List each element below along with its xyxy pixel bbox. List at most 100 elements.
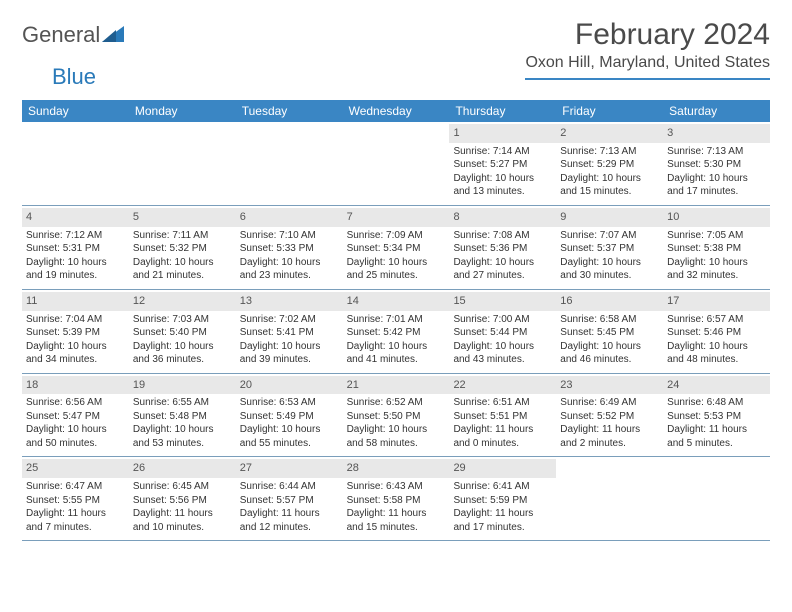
week-row: 1Sunrise: 7:14 AMSunset: 5:27 PMDaylight… — [22, 122, 770, 206]
day-daylight2: and 5 minutes. — [667, 437, 766, 451]
day-number: 27 — [236, 459, 343, 478]
day-sunrise: Sunrise: 7:01 AM — [347, 313, 446, 327]
day-daylight2: and 27 minutes. — [453, 269, 552, 283]
day-header-row: SundayMondayTuesdayWednesdayThursdayFrid… — [22, 100, 770, 122]
day-sunrise: Sunrise: 7:07 AM — [560, 229, 659, 243]
day-daylight1: Daylight: 10 hours — [453, 256, 552, 270]
day-sunset: Sunset: 5:45 PM — [560, 326, 659, 340]
day-daylight1: Daylight: 10 hours — [560, 172, 659, 186]
day-daylight1: Daylight: 10 hours — [26, 340, 125, 354]
day-cell: 12Sunrise: 7:03 AMSunset: 5:40 PMDayligh… — [129, 290, 236, 373]
day-sunset: Sunset: 5:50 PM — [347, 410, 446, 424]
day-sunset: Sunset: 5:30 PM — [667, 158, 766, 172]
day-number: 29 — [449, 459, 556, 478]
day-daylight1: Daylight: 10 hours — [667, 256, 766, 270]
day-number: 16 — [556, 292, 663, 311]
day-sunrise: Sunrise: 6:53 AM — [240, 396, 339, 410]
day-cell: 8Sunrise: 7:08 AMSunset: 5:36 PMDaylight… — [449, 206, 556, 289]
day-cell: 15Sunrise: 7:00 AMSunset: 5:44 PMDayligh… — [449, 290, 556, 373]
day-daylight2: and 15 minutes. — [560, 185, 659, 199]
day-cell: 13Sunrise: 7:02 AMSunset: 5:41 PMDayligh… — [236, 290, 343, 373]
day-number: 12 — [129, 292, 236, 311]
day-daylight1: Daylight: 10 hours — [453, 172, 552, 186]
day-number: 5 — [129, 208, 236, 227]
day-sunrise: Sunrise: 6:47 AM — [26, 480, 125, 494]
day-cell — [343, 122, 450, 205]
day-daylight2: and 55 minutes. — [240, 437, 339, 451]
day-number: 18 — [22, 376, 129, 395]
day-sunset: Sunset: 5:51 PM — [453, 410, 552, 424]
day-cell: 27Sunrise: 6:44 AMSunset: 5:57 PMDayligh… — [236, 457, 343, 540]
day-daylight1: Daylight: 10 hours — [240, 256, 339, 270]
day-sunrise: Sunrise: 6:44 AM — [240, 480, 339, 494]
day-sunrise: Sunrise: 6:56 AM — [26, 396, 125, 410]
day-sunrise: Sunrise: 6:43 AM — [347, 480, 446, 494]
day-daylight2: and 12 minutes. — [240, 521, 339, 535]
day-daylight2: and 32 minutes. — [667, 269, 766, 283]
day-cell: 19Sunrise: 6:55 AMSunset: 5:48 PMDayligh… — [129, 374, 236, 457]
day-cell: 3Sunrise: 7:13 AMSunset: 5:30 PMDaylight… — [663, 122, 770, 205]
day-cell — [22, 122, 129, 205]
day-daylight1: Daylight: 10 hours — [133, 256, 232, 270]
day-sunset: Sunset: 5:36 PM — [453, 242, 552, 256]
day-daylight1: Daylight: 11 hours — [133, 507, 232, 521]
day-daylight1: Daylight: 11 hours — [560, 423, 659, 437]
day-cell: 28Sunrise: 6:43 AMSunset: 5:58 PMDayligh… — [343, 457, 450, 540]
brand-logo: General — [22, 18, 126, 48]
day-number: 13 — [236, 292, 343, 311]
day-daylight2: and 50 minutes. — [26, 437, 125, 451]
day-cell: 18Sunrise: 6:56 AMSunset: 5:47 PMDayligh… — [22, 374, 129, 457]
week-row: 4Sunrise: 7:12 AMSunset: 5:31 PMDaylight… — [22, 206, 770, 290]
day-header-saturday: Saturday — [663, 100, 770, 122]
day-sunset: Sunset: 5:49 PM — [240, 410, 339, 424]
day-cell: 29Sunrise: 6:41 AMSunset: 5:59 PMDayligh… — [449, 457, 556, 540]
day-daylight2: and 58 minutes. — [347, 437, 446, 451]
day-sunrise: Sunrise: 7:13 AM — [667, 145, 766, 159]
day-daylight2: and 23 minutes. — [240, 269, 339, 283]
day-daylight1: Daylight: 10 hours — [26, 423, 125, 437]
day-cell: 21Sunrise: 6:52 AMSunset: 5:50 PMDayligh… — [343, 374, 450, 457]
day-sunset: Sunset: 5:41 PM — [240, 326, 339, 340]
day-daylight2: and 2 minutes. — [560, 437, 659, 451]
day-header-monday: Monday — [129, 100, 236, 122]
logo-triangle-icon — [102, 24, 124, 47]
day-cell: 25Sunrise: 6:47 AMSunset: 5:55 PMDayligh… — [22, 457, 129, 540]
day-daylight2: and 17 minutes. — [453, 521, 552, 535]
day-sunrise: Sunrise: 7:03 AM — [133, 313, 232, 327]
day-sunset: Sunset: 5:59 PM — [453, 494, 552, 508]
logo-text-blue: Blue — [52, 64, 96, 90]
day-sunset: Sunset: 5:56 PM — [133, 494, 232, 508]
day-cell — [236, 122, 343, 205]
day-daylight1: Daylight: 10 hours — [667, 340, 766, 354]
day-cell: 5Sunrise: 7:11 AMSunset: 5:32 PMDaylight… — [129, 206, 236, 289]
day-sunrise: Sunrise: 7:11 AM — [133, 229, 232, 243]
day-number: 2 — [556, 124, 663, 143]
week-row: 11Sunrise: 7:04 AMSunset: 5:39 PMDayligh… — [22, 290, 770, 374]
day-daylight2: and 41 minutes. — [347, 353, 446, 367]
day-sunrise: Sunrise: 7:12 AM — [26, 229, 125, 243]
day-daylight1: Daylight: 11 hours — [453, 507, 552, 521]
day-cell — [129, 122, 236, 205]
day-cell: 11Sunrise: 7:04 AMSunset: 5:39 PMDayligh… — [22, 290, 129, 373]
day-number: 25 — [22, 459, 129, 478]
day-sunrise: Sunrise: 6:48 AM — [667, 396, 766, 410]
day-daylight2: and 0 minutes. — [453, 437, 552, 451]
day-sunrise: Sunrise: 7:10 AM — [240, 229, 339, 243]
day-daylight2: and 48 minutes. — [667, 353, 766, 367]
day-daylight1: Daylight: 10 hours — [347, 256, 446, 270]
day-sunrise: Sunrise: 7:14 AM — [453, 145, 552, 159]
day-daylight1: Daylight: 11 hours — [26, 507, 125, 521]
day-daylight1: Daylight: 11 hours — [453, 423, 552, 437]
day-number: 24 — [663, 376, 770, 395]
day-daylight1: Daylight: 10 hours — [560, 256, 659, 270]
day-number: 28 — [343, 459, 450, 478]
day-number: 6 — [236, 208, 343, 227]
day-sunrise: Sunrise: 7:02 AM — [240, 313, 339, 327]
day-cell — [663, 457, 770, 540]
day-daylight2: and 53 minutes. — [133, 437, 232, 451]
day-daylight2: and 17 minutes. — [667, 185, 766, 199]
day-daylight1: Daylight: 10 hours — [133, 340, 232, 354]
day-cell: 7Sunrise: 7:09 AMSunset: 5:34 PMDaylight… — [343, 206, 450, 289]
day-cell: 20Sunrise: 6:53 AMSunset: 5:49 PMDayligh… — [236, 374, 343, 457]
day-sunset: Sunset: 5:44 PM — [453, 326, 552, 340]
